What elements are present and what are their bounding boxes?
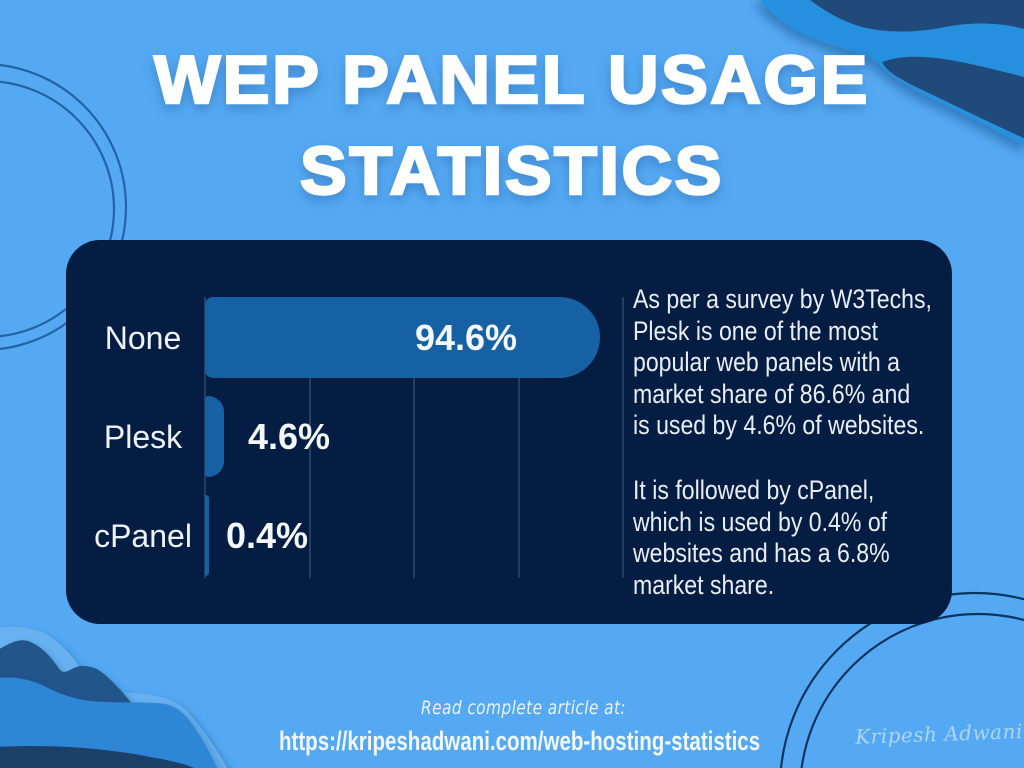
- page-title-line2: STATISTICS: [299, 132, 724, 211]
- bottom-left-waves: [0, 626, 227, 768]
- bar-plesk: [205, 396, 225, 477]
- bottom-left-wave-bright: [0, 677, 218, 768]
- footer-url-link[interactable]: https://kripeshadwani.com/web-hosting-st…: [279, 726, 761, 756]
- top-right-waves: [760, 0, 1024, 146]
- category-label-plesk: Plesk: [103, 419, 183, 455]
- bottom-left-wave-dark: [0, 745, 194, 768]
- page-title-line1: WEP PANEL USAGE: [153, 41, 870, 120]
- value-label-plesk: 4.6%: [248, 416, 331, 457]
- survey-paragraph-2: It is followed by cPanel, which is used …: [633, 475, 890, 600]
- category-label-none: None: [104, 320, 182, 356]
- category-label-cpanel: cPanel: [94, 518, 192, 554]
- top-right-wave-steel-top: [810, 0, 1024, 32]
- value-label-none: 94.6%: [414, 317, 518, 358]
- gridline-50: [413, 297, 415, 578]
- top-right-wave-steel-s: [882, 56, 1024, 139]
- gridline-25: [308, 297, 311, 578]
- page-title: WEP PANEL USAGE STATISTICS: [0, 35, 1024, 217]
- gridline-75: [517, 297, 520, 578]
- gridline-100: [622, 297, 624, 578]
- footer-read-label: Read complete article at:: [421, 697, 627, 719]
- chart-card: None Plesk cPanel 94.6% 4.6% 0.4% As per…: [66, 240, 952, 624]
- footer-url-wrap: https://kripeshadwani.com/web-hosting-st…: [0, 726, 1024, 757]
- bar-none: [205, 297, 601, 378]
- survey-paragraph-1: As per a survey by W3Techs, Plesk is one…: [633, 284, 932, 440]
- top-left-circle-outline: [0, 63, 128, 351]
- value-label-cpanel: 0.4%: [226, 515, 309, 556]
- bar-cpanel: [205, 495, 209, 576]
- bottom-right-circle-outline: [779, 591, 1024, 768]
